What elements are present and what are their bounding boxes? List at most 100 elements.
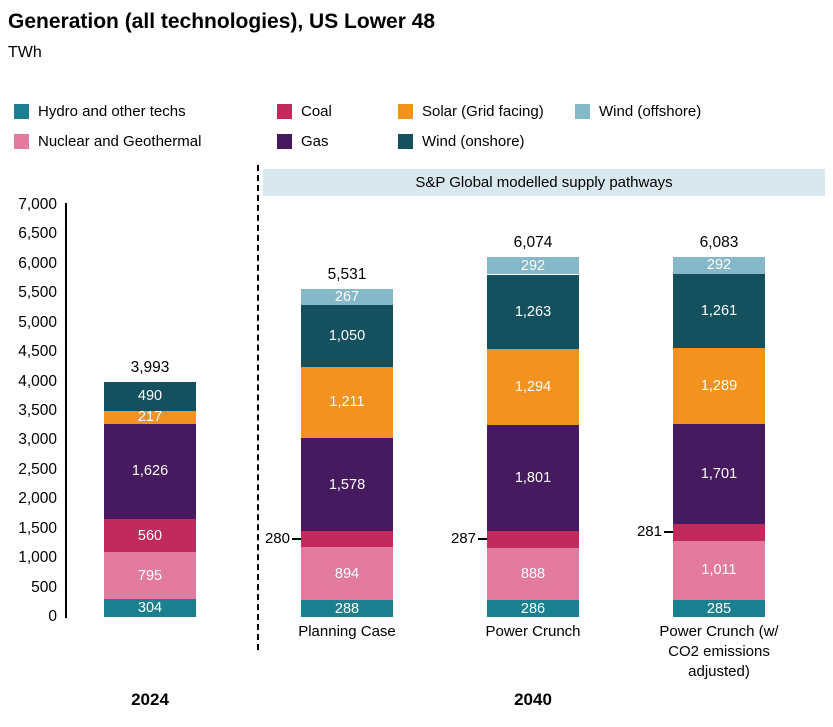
segment-value-label: 888 <box>520 566 546 583</box>
bar-segment-coal <box>673 524 765 541</box>
x-axis-category-label: Power Crunch <box>485 623 581 640</box>
coal-value-label: 281 <box>636 523 662 541</box>
bar-segment-hydro-and-other-techs: 304 <box>104 599 196 617</box>
segment-value-label: 560 <box>137 527 163 544</box>
x-axis-category-label: Planning Case <box>298 623 396 640</box>
bar-segment-gas: 1,626 <box>104 423 196 520</box>
segment-value-label: 795 <box>137 567 163 584</box>
bar-segment-wind-onshore: 1,050 <box>301 304 393 367</box>
segment-value-label: 894 <box>334 565 360 582</box>
bar-total-label: 5,531 <box>327 266 367 284</box>
segment-value-label: 1,801 <box>514 470 552 486</box>
coal-value-label: 287 <box>450 530 476 548</box>
legend-label: Wind (onshore) <box>422 132 525 150</box>
bar-total-label: 3,993 <box>130 359 170 377</box>
legend-label: Gas <box>301 132 329 150</box>
bar-segment-hydro-and-other-techs: 286 <box>487 600 579 617</box>
x-axis-category-label: Power Crunch (w/ CO2 emissions adjusted) <box>659 623 779 680</box>
bar-segment-solar-grid-facing: 1,211 <box>301 366 393 439</box>
coal-value-callout: 287 <box>451 529 487 549</box>
bar-segment-wind-onshore: 1,263 <box>487 274 579 349</box>
legend-label: Coal <box>301 102 332 120</box>
year-group-label: 2024 <box>131 690 169 709</box>
segment-value-label: 1,294 <box>514 378 552 395</box>
bar-segment-gas: 1,801 <box>487 425 579 531</box>
bar-segment-coal <box>301 530 393 548</box>
segment-value-label: 1,289 <box>700 378 738 395</box>
bar-total-label: 6,074 <box>513 234 553 252</box>
legend-item-nuclear: Nuclear and Geothermal <box>14 133 277 150</box>
legend-label: Wind (offshore) <box>599 102 702 120</box>
y-axis-tick-label: 500 <box>31 578 57 596</box>
y-axis-tick-label: 4,500 <box>18 343 57 361</box>
callout-tick-line <box>292 538 301 541</box>
segment-value-label: 285 <box>706 600 732 617</box>
segment-value-label: 1,011 <box>701 562 737 579</box>
segment-value-label: 267 <box>334 289 360 306</box>
y-axis-tick-label: 1,000 <box>18 549 57 567</box>
y-axis-tick-label: 7,000 <box>18 196 57 213</box>
bar-segment-coal: 560 <box>104 519 196 553</box>
bar-segment-hydro-and-other-techs: 288 <box>301 600 393 617</box>
bar-segment-solar-grid-facing: 217 <box>104 409 196 426</box>
legend: Hydro and other techs Coal Solar (Grid f… <box>14 96 826 156</box>
y-axis-tick-label: 3,000 <box>18 431 57 449</box>
bar-segment-solar-grid-facing: 1,294 <box>487 348 579 425</box>
page-title: Generation (all technologies), US Lower … <box>8 10 436 33</box>
segment-value-label: 304 <box>137 600 163 617</box>
y-axis-line <box>65 203 67 618</box>
bar-segment-coal <box>487 531 579 548</box>
bar-segment-gas: 1,701 <box>673 424 765 525</box>
bar-segment-nuclear-and-geothermal: 795 <box>104 552 196 600</box>
bar-segment-gas: 1,578 <box>301 438 393 531</box>
segment-value-label: 490 <box>137 388 163 405</box>
segment-value-label: 1,050 <box>328 327 366 344</box>
pathways-banner: S&P Global modelled supply pathways <box>263 169 825 196</box>
y-axis-tick-label: 0 <box>48 608 57 625</box>
segment-value-label: 217 <box>137 409 163 426</box>
legend-swatch-hydro <box>14 103 29 119</box>
legend-label: Nuclear and Geothermal <box>38 132 202 150</box>
segment-value-label: 292 <box>706 257 732 274</box>
bar-segment-wind-offshore: 292 <box>673 256 765 274</box>
legend-item-coal: Coal <box>277 103 398 120</box>
segment-value-label: 288 <box>334 600 360 617</box>
bar-segment-hydro-and-other-techs: 285 <box>673 600 765 617</box>
y-axis-tick-label: 6,500 <box>18 225 57 243</box>
legend-swatch-solar <box>398 103 413 119</box>
legend-swatch-nuclear <box>14 133 29 149</box>
segment-value-label: 1,578 <box>328 476 366 493</box>
y-axis-tick-label: 5,500 <box>18 284 57 302</box>
legend-swatch-wind-offshore <box>575 103 590 119</box>
segment-value-label: 1,626 <box>131 463 169 480</box>
segment-value-label: 1,263 <box>514 303 552 320</box>
legend-item-hydro: Hydro and other techs <box>14 103 277 120</box>
callout-tick-line <box>664 531 673 534</box>
forecast-divider-line <box>257 165 259 650</box>
segment-value-label: 286 <box>520 600 546 617</box>
segment-value-label: 1,211 <box>329 394 365 411</box>
bar-segment-nuclear-and-geothermal: 888 <box>487 547 579 601</box>
bar-total-label: 6,083 <box>699 233 739 251</box>
callout-tick-line <box>478 538 487 541</box>
bar-segment-solar-grid-facing: 1,289 <box>673 348 765 425</box>
legend-item-solar: Solar (Grid facing) <box>398 103 575 120</box>
y-axis-tick-label: 3,500 <box>18 402 57 419</box>
bar-segment-wind-offshore: 292 <box>487 257 579 275</box>
chart-units-label: TWh <box>8 44 42 61</box>
coal-value-callout: 281 <box>637 522 673 542</box>
y-axis-tick-label: 6,000 <box>18 254 57 272</box>
y-axis-tick-label: 1,500 <box>18 519 57 537</box>
y-axis-tick-label: 5,000 <box>18 313 57 331</box>
y-axis-tick-label: 4,000 <box>18 372 57 390</box>
legend-swatch-wind-onshore <box>398 133 413 149</box>
bar-segment-nuclear-and-geothermal: 894 <box>301 547 393 601</box>
bar-segment-wind-offshore: 267 <box>301 289 393 305</box>
legend-label: Hydro and other techs <box>38 102 186 120</box>
segment-value-label: 292 <box>520 257 546 274</box>
y-axis-tick-label: 2,000 <box>18 490 57 508</box>
segment-value-label: 1,701 <box>700 466 738 483</box>
coal-value-label: 280 <box>264 530 290 548</box>
year-group-label: 2040 <box>514 690 552 709</box>
coal-value-callout: 280 <box>265 529 301 549</box>
